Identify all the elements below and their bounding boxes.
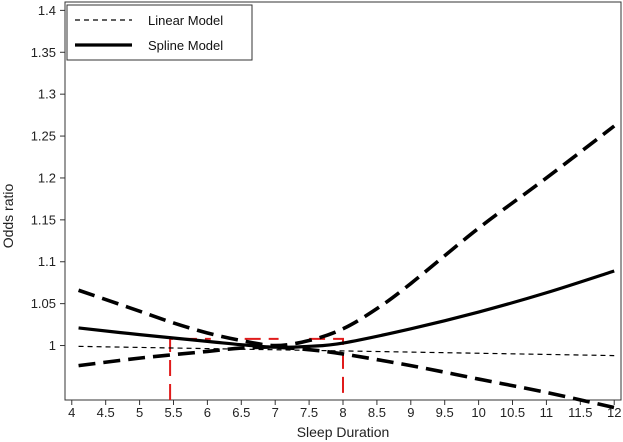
y-tick-label: 1.25: [31, 129, 56, 144]
y-tick-label: 1.1: [38, 254, 56, 269]
y-tick-label: 1.05: [31, 296, 56, 311]
annotation-right-edge: [309, 337, 344, 400]
axes: [60, 1, 622, 405]
series-spline-upper-ci: [77, 124, 616, 348]
x-tick-label: 4: [68, 405, 75, 420]
y-tick-label: 1.3: [38, 87, 56, 102]
x-tick-label: 4.5: [97, 405, 115, 420]
x-tick-label: 10.5: [500, 405, 525, 420]
legend-label-linear-model: Linear Model: [148, 13, 223, 28]
series-linear-model: [78, 345, 615, 357]
series-spline-lower-ci: [78, 345, 615, 410]
x-tick-label: 12: [607, 405, 621, 420]
x-tick-label: 6.5: [232, 405, 250, 420]
x-tick-label: 10: [471, 405, 485, 420]
series-lines: [77, 124, 616, 410]
tick-labels: 4 4.5 5 5.5 6 6.5 7 7.5 8 8.5 9 9.5 10 10.5 11 11.5 12 1 1…: [31, 3, 622, 420]
y-tick-label: 1: [49, 338, 56, 353]
x-tick-label: 5.5: [164, 405, 182, 420]
x-tick-label: 5: [136, 405, 143, 420]
series-spline-model: [78, 269, 615, 349]
y-axis-title: Odds ratio: [0, 183, 16, 248]
x-tick-label: 11.5: [568, 405, 592, 420]
x-tick-label: 8.5: [368, 405, 386, 420]
x-axis-title: Sleep Duration: [297, 424, 390, 440]
legend-label-spline-model: Spline Model: [148, 38, 223, 53]
x-tick-label: 8: [339, 405, 346, 420]
y-tick-label: 1.2: [38, 170, 56, 185]
x-tick-label: 7.5: [300, 405, 318, 420]
x-tick-label: 9.5: [436, 405, 454, 420]
x-tick-label: 9: [407, 405, 414, 420]
y-tick-label: 1.35: [31, 45, 56, 60]
y-tick-label: 1.15: [31, 212, 56, 227]
y-tick-label: 1.4: [38, 3, 56, 18]
legend: Linear Model Spline Model: [66, 4, 253, 61]
x-tick-label: 11: [540, 405, 554, 420]
x-tick-label: 7: [272, 405, 279, 420]
x-tick-label: 6: [204, 405, 211, 420]
legend-box: [66, 4, 253, 61]
